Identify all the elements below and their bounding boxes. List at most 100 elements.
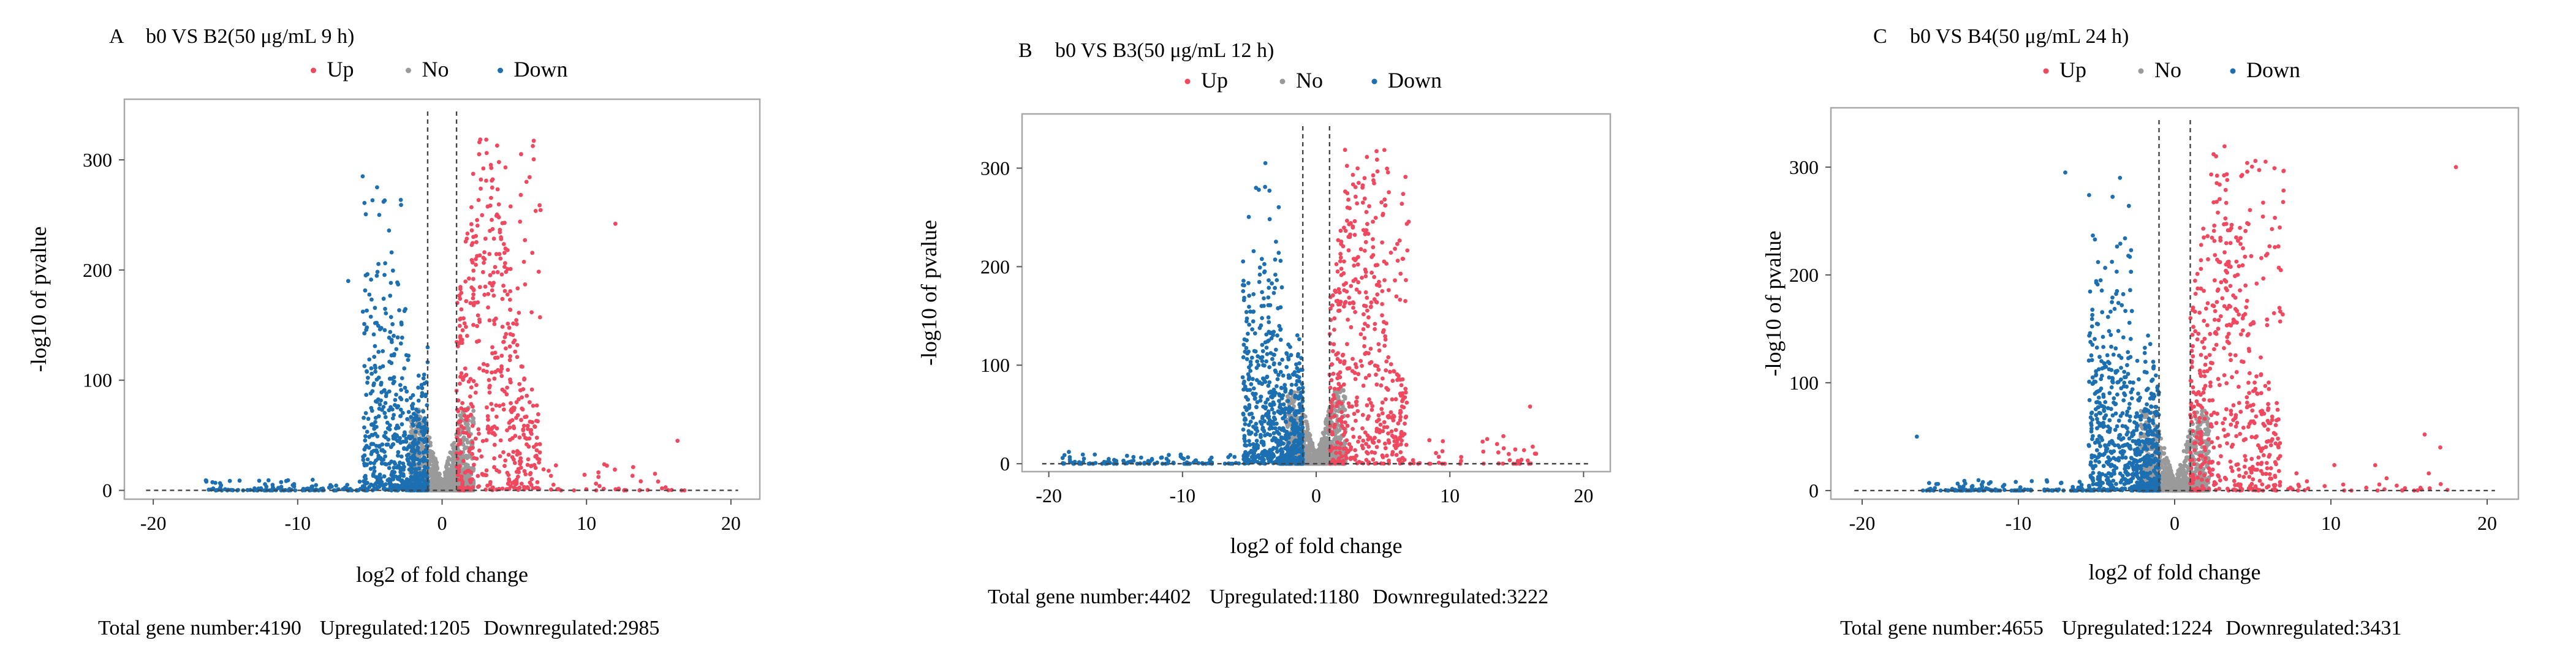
x-axis-label: log2 of fold change: [1230, 533, 1403, 558]
point-down: [407, 443, 412, 448]
y-tick-label: 100: [83, 369, 112, 391]
point-up: [492, 456, 496, 461]
point-down: [368, 314, 373, 319]
y-tick-label: 0: [1000, 453, 1010, 475]
point-up: [487, 390, 492, 395]
point-up: [508, 204, 513, 209]
point-up: [1330, 293, 1335, 298]
point-up: [1363, 304, 1368, 309]
point-up: [1371, 178, 1376, 183]
point-up: [1342, 361, 1346, 366]
point-down: [1277, 323, 1282, 328]
point-down: [406, 353, 411, 358]
point-up: [492, 465, 496, 470]
point-down: [414, 407, 419, 412]
point-down: [394, 347, 399, 352]
point-up: [1332, 425, 1336, 429]
point-up: [1371, 219, 1375, 224]
point-down: [1093, 452, 1097, 457]
point-up: [494, 415, 499, 419]
point-up: [1400, 202, 1404, 206]
point-up: [1374, 149, 1379, 154]
point-up: [499, 364, 504, 369]
point-up: [1386, 431, 1390, 435]
point-up: [631, 465, 635, 469]
point-up: [463, 366, 468, 371]
point-up: [1393, 428, 1398, 432]
point-up: [1354, 365, 1359, 369]
point-up: [1379, 407, 1384, 412]
point-down: [1243, 405, 1248, 410]
point-up: [1371, 440, 1376, 445]
point-down: [399, 397, 404, 402]
point-down: [395, 335, 400, 340]
point-down: [381, 364, 385, 369]
point-up: [502, 251, 507, 255]
point-up: [491, 270, 496, 275]
point-down: [415, 424, 420, 429]
point-down: [1252, 331, 1257, 336]
point-up: [1405, 248, 1410, 253]
point-up: [1368, 347, 1373, 351]
point-up: [1354, 418, 1358, 423]
point-down: [365, 462, 369, 467]
point-up: [1395, 372, 1400, 377]
point-up: [1494, 442, 1499, 447]
point-no: [1337, 428, 1342, 432]
point-up: [505, 292, 510, 297]
point-up: [597, 484, 602, 488]
point-up: [468, 394, 472, 399]
point-down: [1254, 439, 1259, 443]
point-down: [1268, 402, 1273, 407]
point-down: [1251, 319, 1256, 324]
point-up: [474, 263, 478, 267]
point-no: [1320, 451, 1325, 455]
point-down: [1271, 330, 1276, 334]
point-down: [1272, 410, 1276, 415]
point-up: [464, 236, 469, 241]
point-no: [1322, 431, 1327, 436]
point-down: [375, 269, 380, 274]
point-up: [533, 209, 538, 213]
point-up: [605, 463, 609, 468]
point-down: [414, 467, 418, 472]
point-down: [1254, 405, 1259, 410]
point-up: [1398, 298, 1403, 302]
point-no: [451, 446, 456, 451]
plot-frame: [1830, 107, 2520, 500]
point-up: [500, 296, 505, 301]
point-down: [379, 390, 384, 394]
point-down: [263, 482, 267, 486]
point-up: [481, 368, 486, 373]
point-down: [395, 405, 400, 410]
point-up: [1374, 426, 1379, 431]
point-up: [1365, 308, 1369, 313]
point-up: [1339, 266, 1344, 271]
point-down: [1150, 458, 1154, 462]
point-no: [1336, 435, 1341, 440]
point-up: [1403, 421, 1407, 426]
point-outlier: [1528, 404, 1532, 409]
point-down: [1278, 337, 1283, 342]
point-down: [1267, 426, 1272, 431]
point-up: [596, 470, 600, 475]
point-down: [408, 456, 413, 460]
point-down: [402, 366, 407, 371]
point-up: [531, 157, 536, 162]
point-down: [1283, 388, 1288, 393]
point-up: [471, 235, 475, 239]
point-down: [1124, 453, 1129, 458]
point-down: [1259, 394, 1263, 399]
panel-title: b0 VS B2(50 μg/mL 9 h): [146, 25, 354, 48]
point-up: [507, 421, 512, 425]
point-up: [1358, 332, 1363, 336]
point-down: [1264, 345, 1269, 350]
point-down: [1264, 332, 1269, 337]
point-no: [445, 484, 450, 489]
point-down: [414, 484, 419, 489]
point-up: [537, 203, 542, 208]
point-down: [399, 203, 403, 207]
point-down: [365, 308, 369, 313]
point-down: [1284, 352, 1289, 356]
